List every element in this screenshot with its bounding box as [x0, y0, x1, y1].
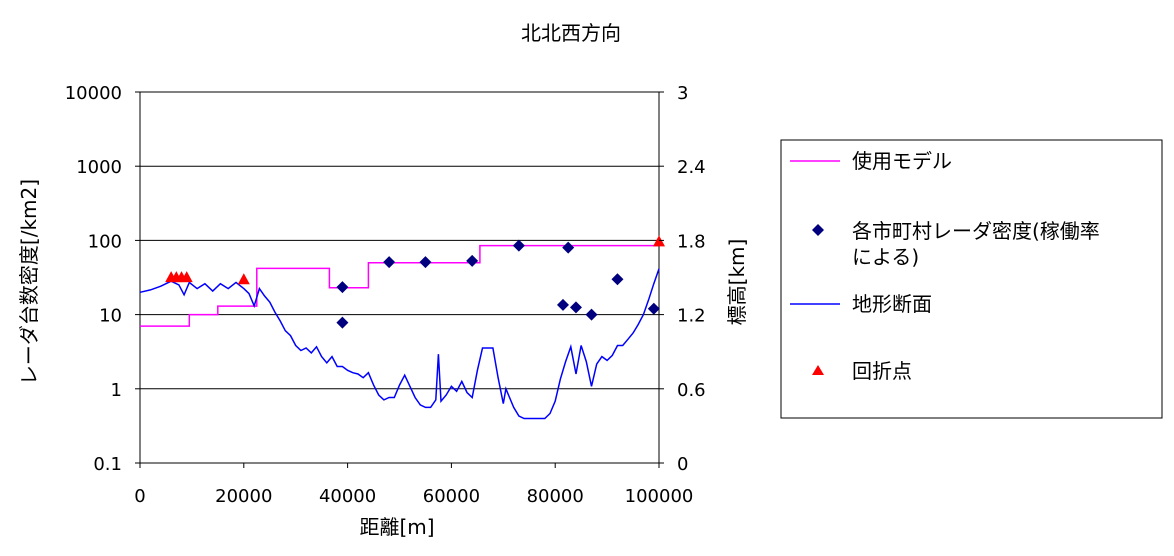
series-1-point — [585, 308, 598, 321]
series-1-point — [647, 302, 660, 315]
y-right-tick-label: 1.8 — [677, 231, 706, 252]
legend-label-diffraction: 回折点 — [852, 359, 912, 383]
series-3-point — [180, 271, 193, 283]
x-tick-label: 80000 — [527, 486, 584, 507]
y-left-tick-label: 100 — [88, 231, 122, 252]
series-1-point — [336, 281, 349, 294]
y-right-tick-label: 2.4 — [677, 157, 706, 178]
series-0-line — [140, 244, 659, 327]
y-left-tick-label: 10 — [99, 306, 122, 327]
x-tick-label: 100000 — [625, 486, 694, 507]
legend-label-density: 各市町村レーダ密度(稼働率による) — [852, 219, 1100, 269]
series-1-point — [466, 254, 479, 267]
series-1-point — [336, 316, 349, 329]
y-right-tick-label: 0.6 — [677, 380, 706, 401]
x-tick-label: 60000 — [423, 486, 480, 507]
legend-label-terrain: 地形断面 — [852, 292, 932, 316]
legend: 使用モデル 各市町村レーダ密度(稼働率による) 地形断面 回折点 — [780, 139, 1163, 419]
series-1-point — [562, 241, 575, 254]
legend-box — [780, 139, 1163, 419]
y-left-tick-label: 1 — [111, 380, 122, 401]
series-1-point — [611, 273, 624, 286]
x-tick-label: 20000 — [215, 486, 272, 507]
series-1-point — [556, 298, 569, 311]
series-1-point — [383, 256, 396, 269]
series-2-line — [139, 268, 660, 420]
series-1-point — [512, 239, 525, 252]
y-left-tick-label: 1000 — [76, 157, 122, 178]
x-tick-label: 40000 — [319, 486, 376, 507]
y-axis-left-label: レーダ台数密度[/km2] — [17, 179, 41, 385]
plot-area — [139, 91, 660, 464]
series-layer — [139, 235, 665, 420]
series-1-point — [419, 256, 432, 269]
chart-title: 北北西方向 — [521, 21, 621, 45]
y-right-tick-label: 0 — [677, 454, 688, 475]
y-left-tick-label: 10000 — [65, 83, 122, 104]
series-3-point — [237, 273, 250, 285]
y-right-tick-label: 1.2 — [677, 306, 706, 327]
y-right-tick-label: 3 — [677, 83, 688, 104]
y-left-tick-label: 0.1 — [93, 454, 122, 475]
legend-marker-density — [812, 224, 824, 236]
x-tick-label: 0 — [134, 486, 145, 507]
series-1-point — [569, 301, 582, 314]
y-axis-right-label: 標高[km] — [725, 239, 749, 326]
legend-label-model: 使用モデル — [852, 149, 952, 173]
gridlines — [140, 165, 659, 390]
x-axis-label: 距離[m] — [359, 515, 434, 539]
legend-marker-diffraction — [812, 365, 824, 375]
